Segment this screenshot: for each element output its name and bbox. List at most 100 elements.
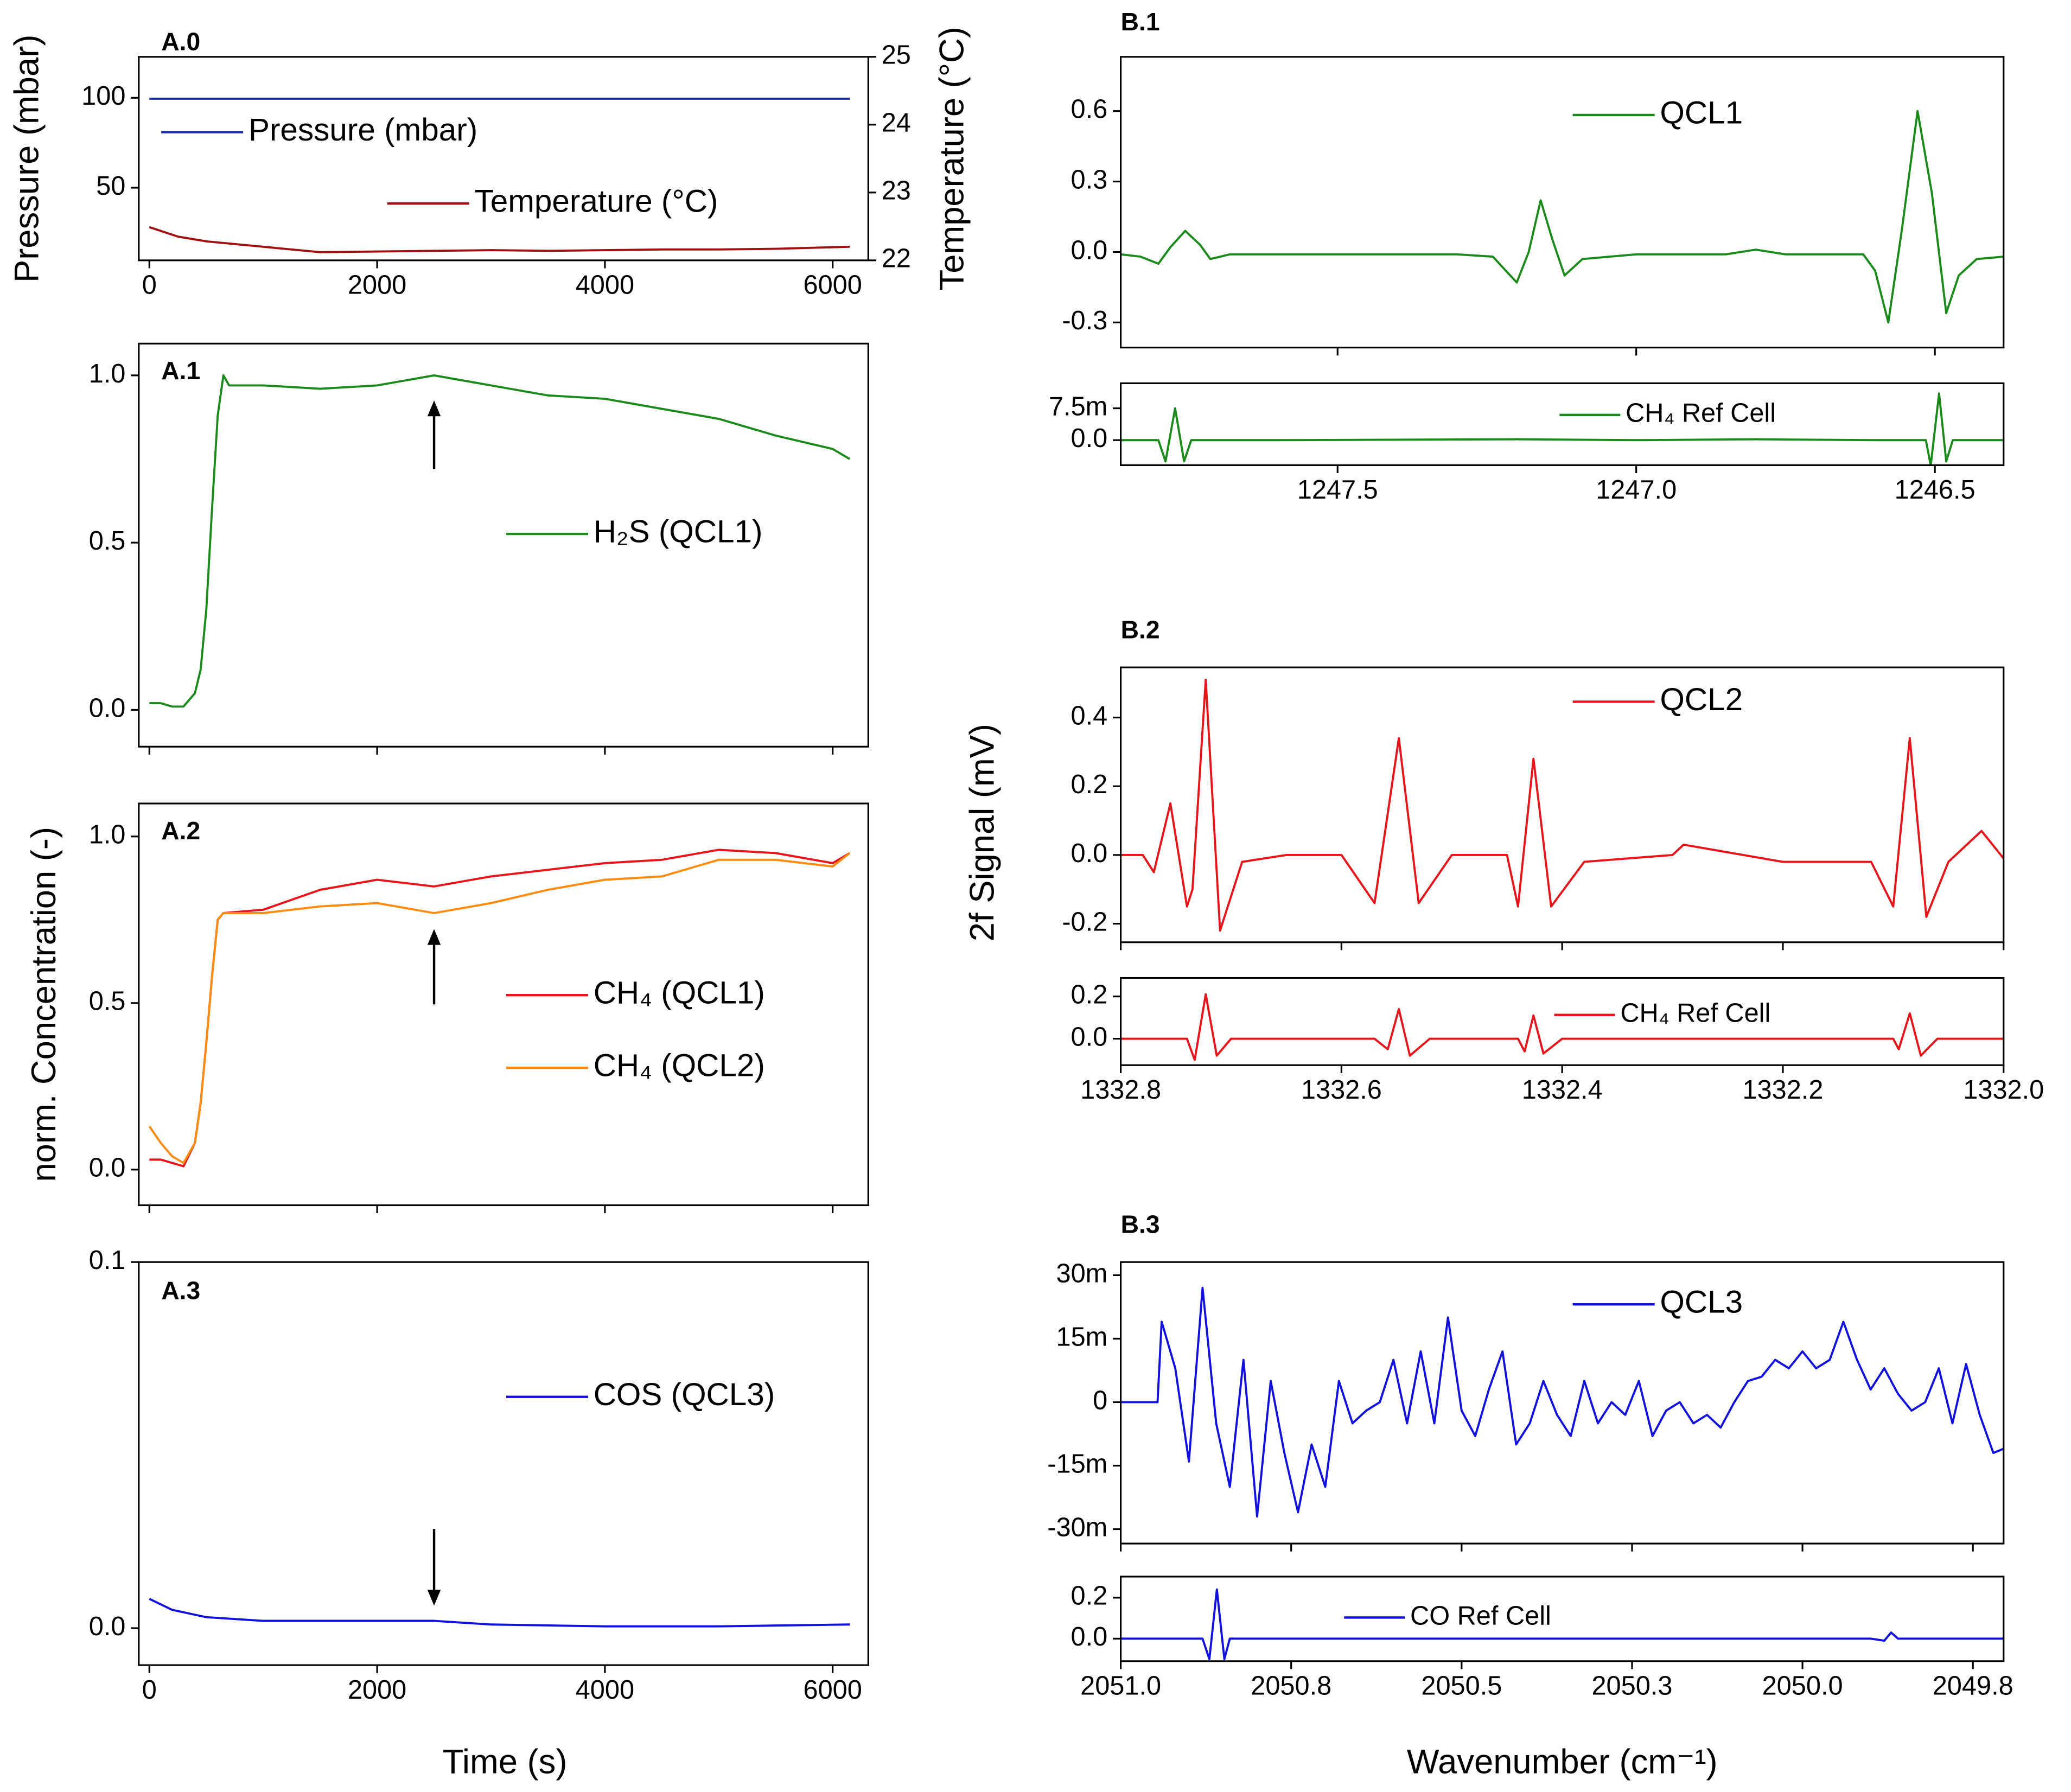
arrow-head — [427, 1590, 441, 1606]
plot-frame — [138, 342, 869, 748]
legend-label: QCL2 — [1660, 682, 1743, 717]
plot-frame — [1120, 382, 2005, 466]
plot-frame — [1120, 666, 2005, 943]
x-tick-label: 2000 — [348, 270, 406, 299]
x-tick-label: 0 — [142, 1675, 157, 1705]
series-line — [1120, 678, 2004, 932]
series-line — [1120, 392, 2004, 465]
panel-label: B.1 — [1121, 8, 1160, 36]
panel-label: A.0 — [161, 28, 200, 56]
y-tick-label: 7.5m — [1049, 392, 1107, 421]
legend-label: QCL3 — [1660, 1285, 1743, 1320]
y2-tick-label: 23 — [882, 176, 911, 206]
x-tick-label: 4000 — [576, 1675, 634, 1705]
b-x-label: Wavenumber (cm⁻¹) — [1407, 1743, 1718, 1781]
legend-label: QCL1 — [1660, 95, 1743, 130]
plot-frame — [1120, 1576, 2005, 1662]
plot-frame — [1120, 1261, 2005, 1545]
x-tick-label: 1332.2 — [1742, 1075, 1823, 1105]
x-tick-label: 6000 — [803, 1675, 862, 1705]
series-line — [148, 852, 851, 1164]
y-tick-label: -0.3 — [1062, 306, 1107, 335]
legend-label: CO Ref Cell — [1410, 1601, 1551, 1630]
y-tick-label: 0.0 — [1071, 235, 1108, 265]
y2-axis-label: Temperature (°C) — [933, 27, 971, 290]
y-tick-label: 0.0 — [1071, 1022, 1108, 1051]
y2-tick-label: 25 — [882, 41, 911, 70]
series-line — [149, 1598, 850, 1628]
y-tick-label: 30m — [1056, 1259, 1108, 1288]
series-line — [149, 226, 850, 253]
x-tick-label: 2000 — [348, 1675, 406, 1705]
legend-label: CH₄ (QCL2) — [594, 1048, 765, 1083]
y-tick-label: 0.6 — [1071, 95, 1108, 124]
arrow-head — [427, 929, 441, 945]
x-tick-label: 2050.3 — [1591, 1671, 1672, 1700]
plot-frame — [1120, 56, 2005, 349]
x-tick-label: 4000 — [576, 270, 634, 299]
panel-label: B.3 — [1121, 1210, 1160, 1239]
y2-tick-label: 24 — [882, 109, 911, 138]
plot-frame — [138, 1261, 869, 1666]
y-tick-label: -0.2 — [1062, 907, 1107, 936]
panel-label: B.2 — [1121, 616, 1160, 644]
plot-frame — [138, 802, 869, 1207]
x-tick-label: 1247.5 — [1297, 475, 1378, 505]
y-tick-label: 0 — [1093, 1386, 1107, 1415]
y-tick-label: 100 — [81, 81, 125, 111]
x-tick-label: 2051.0 — [1080, 1671, 1161, 1700]
x-tick-label: 2049.8 — [1933, 1671, 2013, 1700]
series-line — [1120, 110, 2004, 324]
y-tick-label: 0.0 — [89, 1153, 126, 1183]
y-tick-label: -15m — [1047, 1449, 1107, 1478]
series-line — [1120, 1588, 2004, 1661]
b-y-label: 2f Signal (mV) — [963, 724, 1001, 941]
series-line — [1120, 1286, 2004, 1518]
y2-tick-label: 22 — [882, 244, 911, 273]
y-tick-label: -30m — [1047, 1513, 1107, 1542]
series-line — [1120, 993, 2004, 1061]
y-tick-label: 0.0 — [1071, 1622, 1108, 1651]
y-tick-label: 1.0 — [89, 820, 126, 850]
x-tick-label: 1332.6 — [1301, 1075, 1382, 1105]
y-tick-label: 0.5 — [89, 987, 126, 1016]
y-tick-label: 1.0 — [89, 359, 126, 388]
y-tick-label: 0.0 — [89, 1612, 126, 1641]
y-tick-label: 0.0 — [1071, 424, 1108, 453]
x-tick-label: 1332.4 — [1522, 1075, 1603, 1105]
y-tick-label: 0.1 — [89, 1246, 126, 1275]
x-tick-label: 2050.8 — [1251, 1671, 1331, 1700]
a-x-label: Time (s) — [443, 1743, 568, 1781]
panel-label: A.2 — [161, 817, 200, 845]
panel-label: A.1 — [161, 356, 200, 385]
x-tick-label: 6000 — [803, 270, 862, 299]
legend-label: CH₄ Ref Cell — [1626, 399, 1776, 428]
a-y-label: norm. Concentration (-) — [25, 827, 63, 1182]
legend-label: Pressure (mbar) — [248, 112, 477, 148]
legend-label: CH₄ (QCL1) — [594, 975, 765, 1011]
y-tick-label: 0.3 — [1071, 165, 1108, 194]
y-tick-label: 0.0 — [89, 693, 126, 723]
legend-label: H₂S (QCL1) — [594, 514, 763, 550]
y-tick-label: 50 — [96, 171, 125, 201]
x-tick-label: 1247.0 — [1596, 475, 1677, 505]
y-axis-label: Pressure (mbar) — [8, 35, 46, 283]
plot-frame — [1120, 977, 2005, 1066]
arrow-head — [427, 400, 441, 417]
y-tick-label: 0.5 — [89, 526, 126, 556]
x-tick-label: 2050.5 — [1421, 1671, 1502, 1700]
series-line — [149, 374, 851, 708]
legend-label: CH₄ Ref Cell — [1620, 999, 1770, 1028]
panel-label: A.3 — [161, 1276, 200, 1304]
x-tick-label: 0 — [142, 270, 157, 299]
legend-label: Temperature (°C) — [474, 184, 718, 219]
y-tick-label: 0.4 — [1071, 701, 1108, 730]
y-tick-label: 0.0 — [1071, 839, 1108, 868]
plot-frame — [138, 56, 869, 262]
y-tick-label: 0.2 — [1071, 770, 1108, 799]
x-tick-label: 1332.8 — [1080, 1075, 1161, 1105]
y-tick-label: 0.2 — [1071, 1581, 1108, 1611]
x-tick-label: 1332.0 — [1963, 1075, 2044, 1105]
